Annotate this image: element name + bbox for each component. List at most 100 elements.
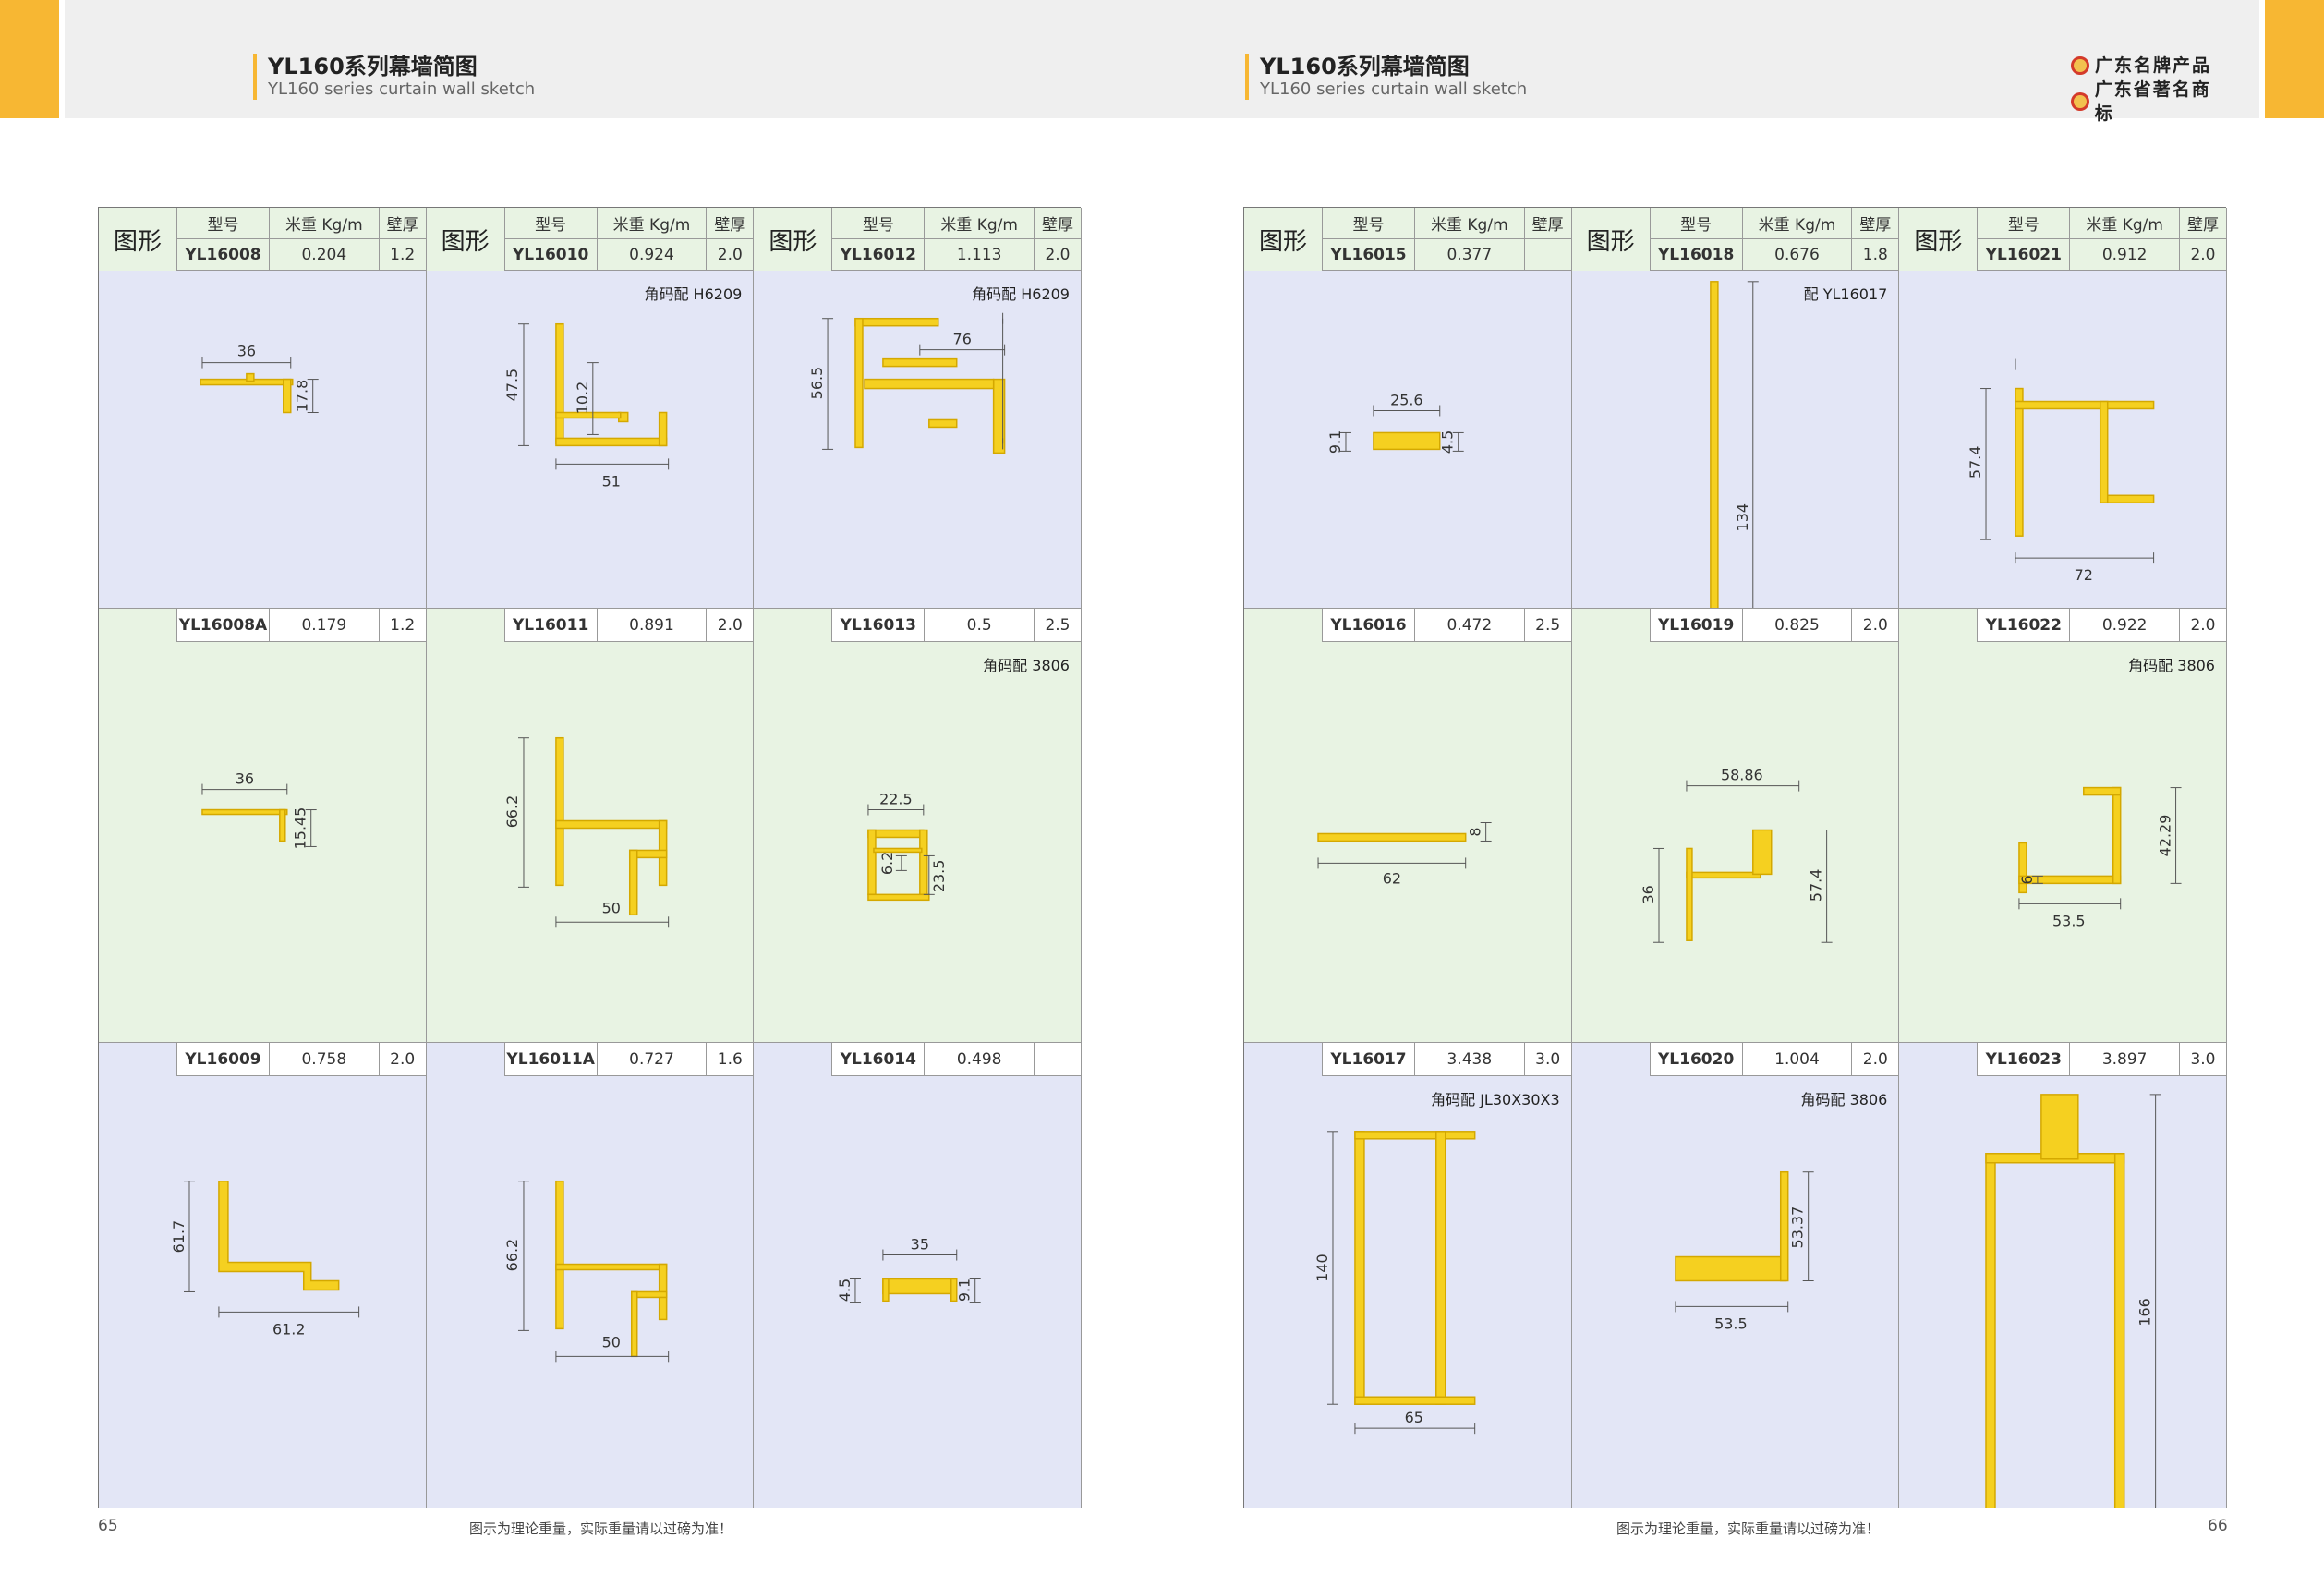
weight-value: 3.438 [1415, 1043, 1525, 1075]
thickness-value: 1.2 [390, 615, 416, 635]
seal-icon [2071, 92, 2089, 111]
profile-drawing: 140 65 [1244, 1043, 1571, 1508]
svg-text:17.8: 17.8 [294, 380, 311, 413]
model-number: YL16011A [505, 1043, 598, 1075]
thickness-value: 2.0 [717, 615, 743, 635]
svg-text:76: 76 [953, 331, 972, 348]
weight-value: 1.004 [1743, 1043, 1853, 1075]
weight-label: 米重 Kg/m [597, 208, 708, 239]
brand-badges: 广东名牌产品 广东省著名商标 [2071, 54, 2228, 126]
profile-cell: 134 图形 型号 米重 Kg/m 壁厚 YL16018 0.676 1.8 配 … [1571, 208, 1900, 753]
svg-text:36: 36 [236, 770, 254, 788]
svg-text:10.2: 10.2 [573, 382, 590, 415]
svg-text:57.4: 57.4 [1967, 446, 1984, 479]
weight-value: 0.727 [598, 1043, 708, 1075]
thickness-value: 3.0 [1535, 1049, 1561, 1069]
svg-text:15.45: 15.45 [292, 807, 309, 850]
left-profile-table: 36 17.8 图形 型号 米重 Kg/m 壁厚 YL16008 0.204 1.2… [98, 194, 1082, 1508]
profile-column: 56.57610.2图形 型号 米重 Kg/m 壁厚 YL16012 1.113… [738, 194, 1082, 1508]
svg-text:36: 36 [1640, 885, 1657, 903]
weight-value: 0.825 [1743, 609, 1853, 641]
corner-bracket-note: 角码配 H6209 [972, 285, 1070, 303]
right-accent-bar [2265, 0, 2324, 118]
left-page-title: YL160系列幕墙简图 YL160 series curtain wall sk… [253, 54, 535, 100]
model-number: YL16023 [1978, 1043, 2071, 1075]
thickness-value: 2.0 [2179, 239, 2226, 271]
profile-header: 图形 型号 米重 Kg/m 壁厚 YL16018 0.676 1.8 [1571, 208, 1899, 271]
model-number: YL16021 [1978, 239, 2071, 271]
weight-value: 3.897 [2070, 1043, 2180, 1075]
thickness-value: 2.0 [2190, 615, 2216, 635]
profile-drawing: 62 8 [1244, 609, 1571, 1042]
svg-text:4.5: 4.5 [836, 1278, 853, 1302]
corner-bracket-note: 角码配 3806 [2128, 657, 2215, 674]
model-number: YL16009 [177, 1043, 270, 1075]
svg-text:25.6: 25.6 [1390, 392, 1423, 409]
profile-drawing: 53.37 53.5 [1572, 1043, 1899, 1508]
profile-cell: 140 65 YL16017 3.438 3.0 角码配 JL30X30X3 [1244, 1043, 1572, 1508]
model-label: 型号 [177, 208, 270, 239]
svg-text:53.5: 53.5 [1714, 1314, 1748, 1332]
brand-badge-2: 广东省著名商标 [2071, 78, 2228, 126]
svg-text:9.1: 9.1 [956, 1278, 974, 1302]
profile-cell: 57.47236图形 型号 米重 Kg/m 壁厚 YL16021 0.912 2… [1890, 194, 2227, 609]
profile-cell: 25.6 9.1 4.5 图形 型号 米重 Kg/m 壁厚 YL16015 0.377 [1244, 208, 1572, 609]
profile-subheader: YL16016 0.472 2.5 [1322, 609, 1571, 642]
model-number: YL16015 [1323, 239, 1415, 271]
model-label: 型号 [832, 208, 926, 239]
model-number: YL16012 [832, 239, 926, 271]
svg-text:50: 50 [601, 899, 620, 916]
brand-badge-1: 广东名牌产品 [2071, 54, 2228, 78]
profile-subheader: YL16020 1.004 2.0 [1649, 1043, 1899, 1076]
profile-subheader: YL16008A 0.179 1.2 [176, 609, 426, 642]
weight-value: 1.113 [925, 239, 1035, 271]
profile-column: 57.47236图形 型号 米重 Kg/m 壁厚 YL16021 0.912 2… [1890, 194, 2227, 1576]
right-title-cn: YL160系列幕墙简图 [1260, 54, 1470, 79]
profile-subheader: YL16009 0.758 2.0 [176, 1043, 426, 1076]
model-number: YL16019 [1651, 609, 1743, 641]
profile-cell: 36 17.8 图形 型号 米重 Kg/m 壁厚 YL16008 0.204 1.2 [99, 208, 427, 609]
weight-value: 0.676 [1742, 239, 1853, 271]
seal-icon [2071, 56, 2089, 75]
profile-drawing: 36 15.45 [99, 609, 426, 1042]
thickness-label: 壁厚 [2179, 208, 2226, 239]
thickness-value: 1.6 [717, 1049, 743, 1069]
svg-text:53.5: 53.5 [2052, 912, 2086, 929]
right-title-en: YL160 series curtain wall sketch [1260, 79, 1528, 99]
corner-bracket-note: 配 YL16017 [1803, 285, 1888, 303]
profile-subheader: YL16022 0.922 2.0 [1977, 609, 2226, 642]
weight-value: 0.922 [2070, 609, 2180, 641]
model-number: YL16008A [177, 609, 270, 641]
svg-text:61.2: 61.2 [272, 1320, 306, 1338]
profile-drawing: 25.6 9.1 4.5 [1244, 208, 1571, 608]
thickness-label: 壁厚 [1034, 208, 1081, 239]
weight-value: 0.204 [270, 239, 380, 271]
weight-value: 0.924 [597, 239, 708, 271]
profile-cell: 47.5 10.2 51 图形 型号 米重 Kg/m 壁厚 YL16010 0.924… [426, 208, 755, 609]
thickness-value [1524, 239, 1571, 271]
left-accent-bar [0, 0, 59, 118]
svg-text:57.4: 57.4 [1807, 869, 1824, 903]
profile-drawing: 42.29 53.5 6 [1899, 609, 2226, 1042]
right-page-title: YL160系列幕墙简图 YL160 series curtain wall sk… [1245, 54, 1527, 100]
svg-text:50: 50 [601, 1333, 620, 1351]
svg-text:53.37: 53.37 [1788, 1206, 1806, 1249]
svg-text:166: 166 [2136, 1298, 2154, 1326]
profile-subheader: YL16023 3.897 3.0 [1977, 1043, 2226, 1076]
thickness-value: 2.0 [1862, 615, 1888, 635]
thickness-value: 3.0 [2190, 1049, 2216, 1069]
profile-subheader: YL16017 3.438 3.0 [1322, 1043, 1571, 1076]
left-title-cn: YL160系列幕墙简图 [268, 54, 478, 79]
svg-text:36: 36 [237, 343, 256, 360]
profile-cell: 22.5 23.5 6.2 YL16013 0.5 2.5 角码配 3806 [754, 609, 1082, 1043]
svg-text:140: 140 [1313, 1254, 1331, 1281]
thickness-value: 2.0 [707, 239, 754, 271]
shape-label: 图形 [1899, 208, 1979, 271]
profile-cell: 16665YL16023 3.897 3.0 [1899, 1043, 2227, 1576]
page-number-left: 65 [98, 1517, 118, 1535]
profile-cell: 61.7 61.2 YL16009 0.758 2.0 [99, 1043, 427, 1508]
weight-value: 0.472 [1415, 609, 1525, 641]
profile-header: 图形 型号 米重 Kg/m 壁厚 YL16015 0.377 [1244, 208, 1571, 271]
thickness-value: 2.5 [1535, 615, 1561, 635]
thickness-label: 壁厚 [707, 208, 754, 239]
